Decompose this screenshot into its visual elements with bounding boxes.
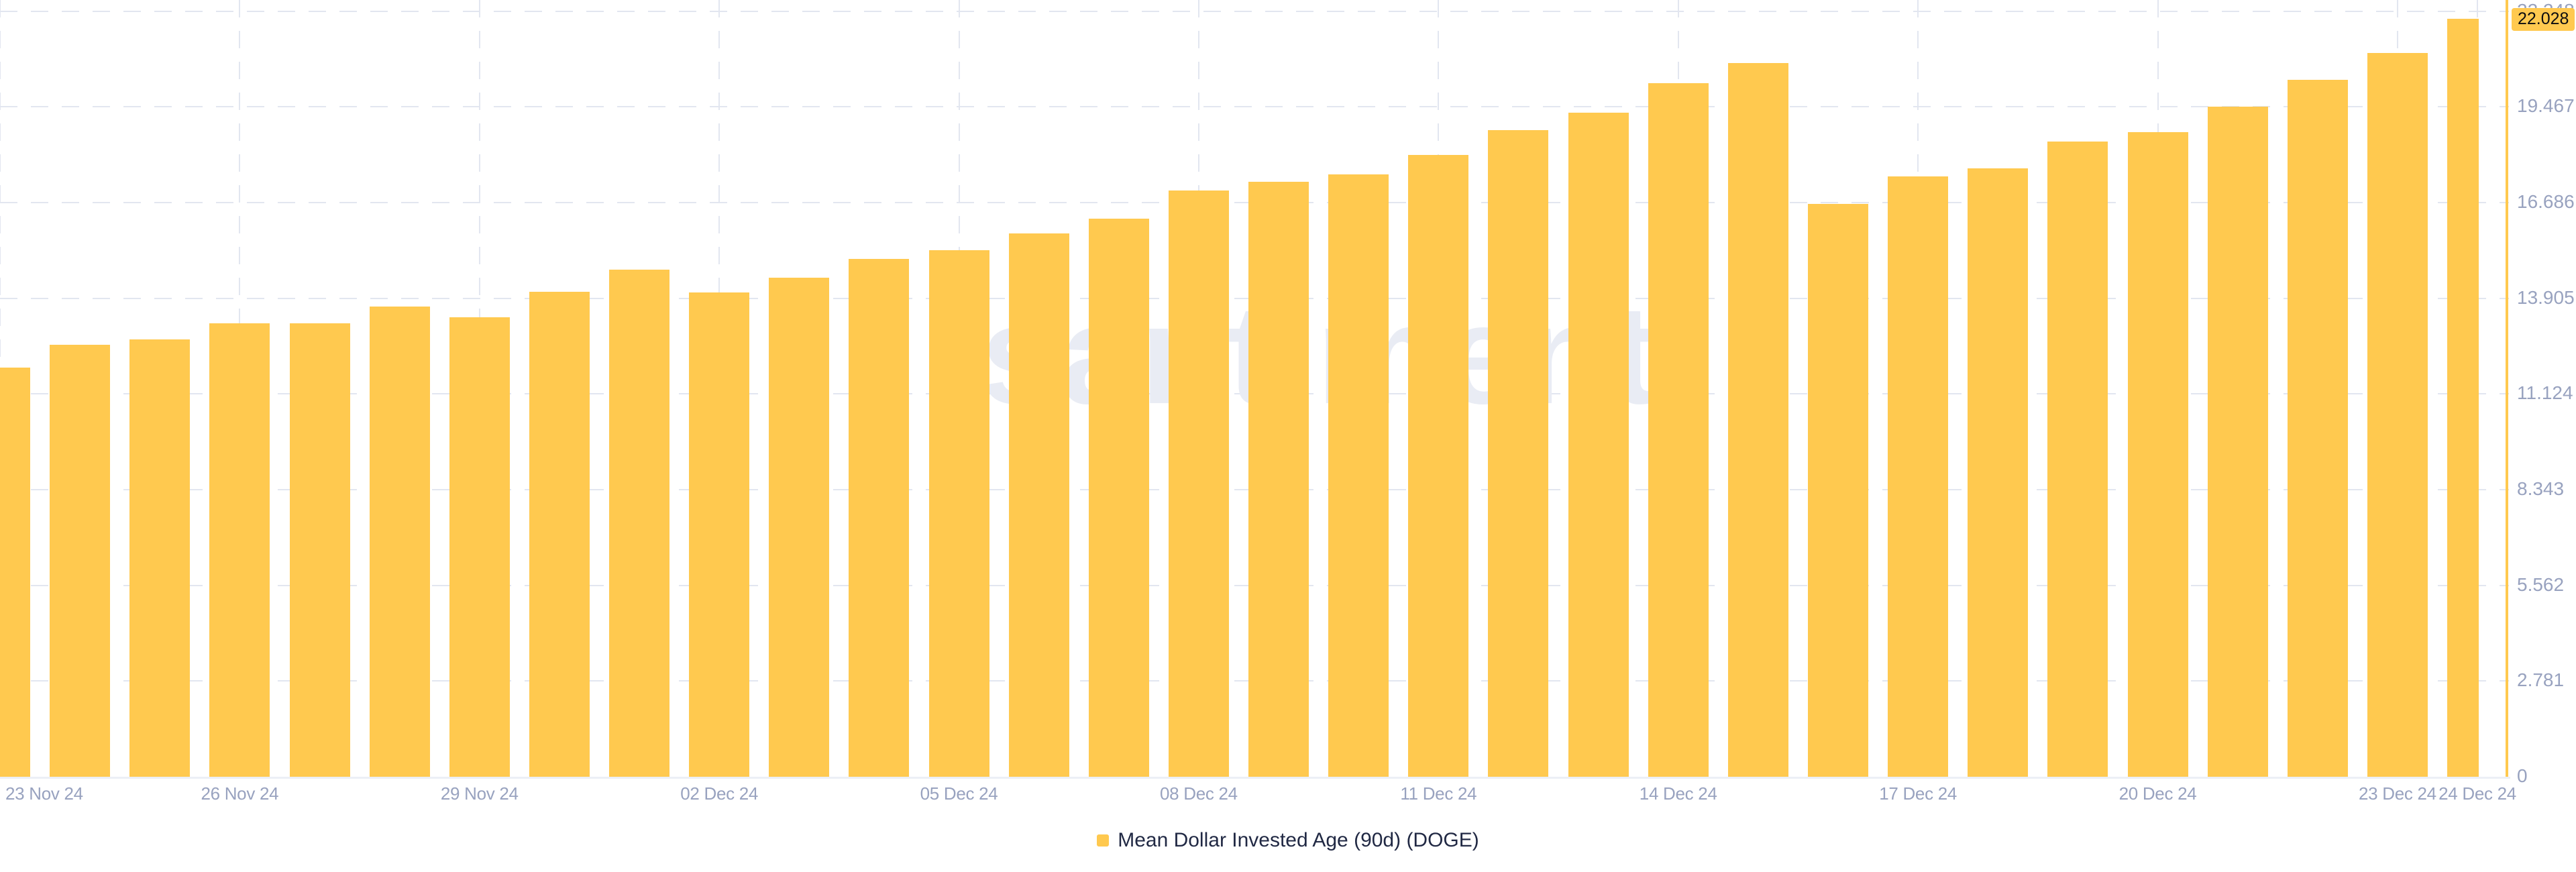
y-tick-label: 8.343 <box>2517 478 2565 499</box>
x-tick-label: 11 Dec 24 <box>1400 783 1477 804</box>
x-tick-label: 02 Dec 24 <box>680 783 759 804</box>
y-axis-line <box>2506 0 2508 777</box>
x-axis-line <box>0 777 2510 779</box>
y-tick-label: 0 <box>2517 765 2528 786</box>
bar[interactable] <box>1248 181 1309 777</box>
bar[interactable] <box>209 323 270 777</box>
bar[interactable] <box>1168 190 1229 777</box>
horizontal-gridline <box>0 106 2509 108</box>
bar[interactable] <box>928 250 989 777</box>
x-tick-label: 08 Dec 24 <box>1160 783 1238 804</box>
bar[interactable] <box>129 339 191 777</box>
bar[interactable] <box>689 292 750 777</box>
bar[interactable] <box>1648 83 1709 777</box>
bar[interactable] <box>1568 112 1629 777</box>
x-tick-label: 29 Nov 24 <box>440 783 519 804</box>
legend-label: Mean Dollar Invested Age (90d) (DOGE) <box>1118 829 1479 851</box>
santiment-watermark: santiment <box>981 276 1658 433</box>
bar[interactable] <box>609 269 670 777</box>
x-tick-label: 20 Dec 24 <box>2118 783 2197 804</box>
y-tick-label: 5.562 <box>2517 574 2565 595</box>
current-value-badge: 22.028 <box>2512 8 2575 31</box>
bar[interactable] <box>2287 79 2348 777</box>
bar[interactable] <box>1807 203 1868 777</box>
bar[interactable] <box>369 306 430 777</box>
bar[interactable] <box>2367 53 2428 777</box>
bar[interactable] <box>2127 132 2188 777</box>
bar[interactable] <box>1408 155 1469 777</box>
y-tick-label: 13.905 <box>2517 286 2575 308</box>
bar[interactable] <box>50 344 111 777</box>
horizontal-gridline <box>0 10 2509 12</box>
bar[interactable] <box>1008 233 1069 777</box>
x-tick-label: 24 Dec 24 <box>2438 783 2516 804</box>
bar[interactable] <box>1488 129 1549 777</box>
bar[interactable] <box>0 368 30 777</box>
bar[interactable] <box>769 277 830 777</box>
x-tick-label: 05 Dec 24 <box>920 783 998 804</box>
y-tick-label: 2.781 <box>2517 669 2565 691</box>
legend-color-swatch <box>1097 834 1110 847</box>
plot-area[interactable]: santiment <box>0 0 2509 777</box>
bar[interactable] <box>449 317 510 777</box>
bar[interactable] <box>1088 219 1149 777</box>
x-tick-label: 23 Nov 24 <box>5 783 83 804</box>
x-tick-label: 26 Nov 24 <box>201 783 279 804</box>
y-tick-label: 11.124 <box>2517 382 2573 404</box>
bar[interactable] <box>289 323 350 777</box>
bar[interactable] <box>2447 18 2479 777</box>
bar[interactable] <box>2207 106 2268 777</box>
x-tick-label: 23 Dec 24 <box>2358 783 2436 804</box>
y-tick-label: 16.686 <box>2517 191 2575 212</box>
bar[interactable] <box>1328 174 1389 777</box>
bar[interactable] <box>2047 142 2108 777</box>
bar[interactable] <box>1727 62 1788 777</box>
x-tick-label: 17 Dec 24 <box>1879 783 1957 804</box>
x-tick-label: 14 Dec 24 <box>1639 783 1717 804</box>
bar[interactable] <box>849 258 910 777</box>
bar[interactable] <box>529 292 590 777</box>
y-tick-label: 19.467 <box>2517 95 2575 117</box>
bar[interactable] <box>1968 168 2029 777</box>
bar[interactable] <box>1888 176 1949 777</box>
legend[interactable]: Mean Dollar Invested Age (90d) (DOGE) <box>0 829 2576 852</box>
